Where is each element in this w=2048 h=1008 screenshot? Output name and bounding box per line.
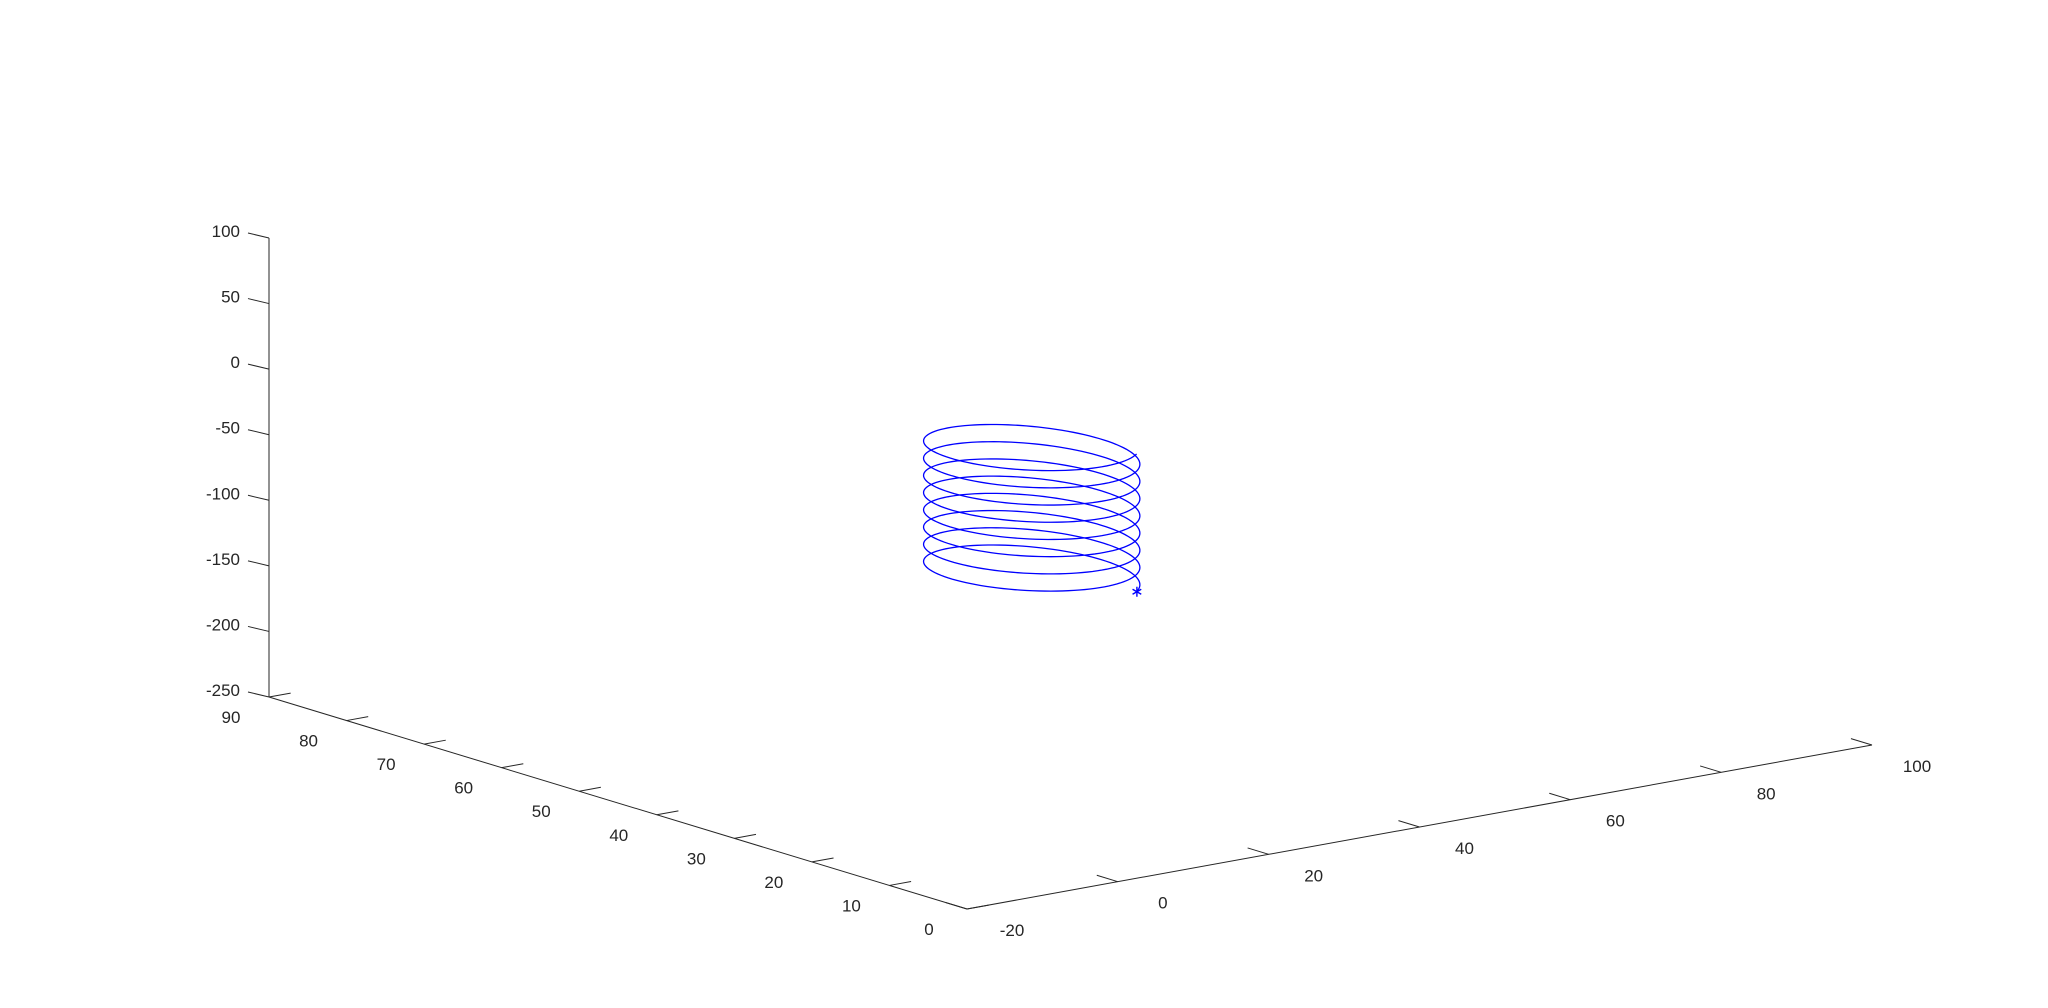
z-tick-mark <box>247 625 270 632</box>
x-tick-label: 20 <box>1304 866 1323 885</box>
z-tick-mark <box>247 494 270 501</box>
y-tick-label: 40 <box>609 826 628 845</box>
z-tick-label: -200 <box>206 615 240 634</box>
y-axis-line <box>268 696 968 910</box>
y-tick-label: 70 <box>377 755 396 774</box>
y-tick-label: 0 <box>924 920 933 939</box>
y-tick-label: 30 <box>687 849 706 868</box>
x-tick-mark <box>1398 820 1420 828</box>
y-tick-mark <box>889 881 912 886</box>
y-tick-label: 10 <box>842 896 861 915</box>
z-tick-label: -150 <box>206 550 240 569</box>
x-tick-mark <box>1247 847 1269 855</box>
y-tick-label: 80 <box>299 732 318 751</box>
z-tick-mark <box>247 560 270 567</box>
x-tick-mark <box>1699 765 1722 773</box>
x-tick-mark <box>1549 792 1571 801</box>
y-tick-mark <box>966 904 989 910</box>
y-tick-mark <box>346 716 369 722</box>
y-tick-mark <box>579 786 601 792</box>
z-tick-mark <box>247 429 270 436</box>
x-tick-label: 0 <box>1158 894 1167 913</box>
start-marker-stroke <box>1132 588 1142 595</box>
y-tick-label: 20 <box>764 873 783 892</box>
x-tick-label: -20 <box>1000 921 1025 940</box>
y-tick-mark <box>501 763 524 769</box>
helix-line <box>922 423 1141 593</box>
x-tick-label: 80 <box>1757 784 1776 803</box>
x-tick-label: 100 <box>1903 757 1931 776</box>
y-tick-mark <box>656 810 679 816</box>
x-tick-mark <box>1096 874 1118 883</box>
x-tick-label: 40 <box>1455 839 1474 858</box>
z-tick-label: -250 <box>206 681 240 700</box>
z-tick-label: 50 <box>221 288 240 307</box>
plot-area <box>922 423 1142 597</box>
y-tick-mark <box>734 833 757 839</box>
y-tick-mark <box>424 739 446 745</box>
z-tick-label: -50 <box>215 419 240 438</box>
axes-3d: -200204060801000102030405060708090-250-2… <box>206 222 1931 940</box>
z-tick-label: -100 <box>206 484 240 503</box>
y-tick-mark <box>268 692 291 698</box>
y-tick-mark <box>811 857 834 863</box>
x-tick-mark <box>945 902 968 910</box>
x-tick-mark <box>1850 738 1873 746</box>
start-marker <box>1132 586 1142 597</box>
z-tick-label: 0 <box>231 353 240 372</box>
x-tick-label: 60 <box>1606 812 1625 831</box>
z-tick-mark <box>247 298 270 305</box>
z-tick-label: 100 <box>212 222 240 241</box>
z-tick-mark <box>247 363 270 370</box>
y-tick-label: 50 <box>532 802 551 821</box>
z-tick-mark <box>247 691 270 698</box>
y-tick-label: 60 <box>454 779 473 798</box>
y-tick-label: 90 <box>222 708 241 727</box>
z-tick-mark <box>247 232 270 239</box>
